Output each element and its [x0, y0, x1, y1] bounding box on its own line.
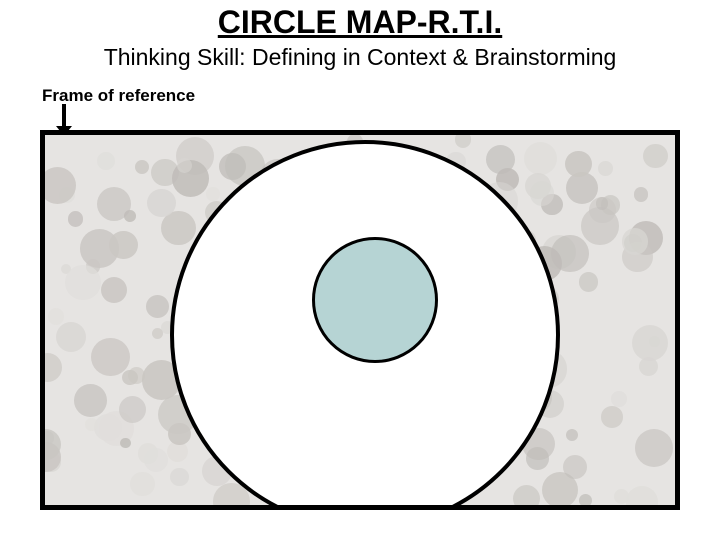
marble-texture-dot: [632, 325, 668, 361]
marble-texture-dot: [99, 411, 133, 445]
marble-texture-dot: [147, 189, 175, 217]
marble-texture-dot: [146, 295, 169, 318]
marble-texture-dot: [94, 414, 121, 441]
marble-texture-dot: [97, 152, 115, 170]
marble-texture-dot: [91, 338, 130, 377]
marble-texture-dot: [598, 161, 613, 176]
marble-texture-dot: [563, 455, 587, 479]
marble-texture-dot: [124, 210, 136, 222]
marble-texture-dot: [109, 231, 138, 260]
marble-texture-dot: [526, 447, 549, 470]
marble-texture-dot: [581, 207, 619, 245]
marble-texture-dot: [611, 391, 627, 407]
marble-texture-dot: [122, 370, 137, 385]
marble-texture-dot: [206, 187, 219, 200]
marble-texture-dot: [168, 423, 190, 445]
marble-texture-dot: [40, 442, 61, 472]
marble-texture-dot: [579, 272, 599, 292]
marble-texture-dot: [601, 195, 621, 215]
marble-texture-dot: [41, 431, 54, 444]
marble-texture-dot: [85, 418, 97, 430]
page-title: CIRCLE MAP-R.T.I.: [0, 4, 720, 41]
marble-texture-dot: [61, 264, 71, 274]
marble-texture-dot: [40, 353, 62, 382]
inner-circle: [312, 237, 438, 363]
marble-texture-dot: [639, 357, 658, 376]
marble-texture-dot: [629, 221, 663, 255]
marble-texture-dot: [177, 158, 192, 173]
marble-texture-dot: [551, 235, 589, 273]
marble-texture-dot: [135, 160, 149, 174]
marble-texture-dot: [566, 172, 598, 204]
marble-texture-dot: [120, 438, 130, 448]
marble-texture-dot: [542, 235, 576, 269]
marble-texture-dot: [530, 181, 554, 205]
marble-texture-dot: [596, 197, 608, 209]
marble-texture-dot: [80, 229, 119, 268]
marble-texture-dot: [622, 242, 653, 273]
marble-texture-dot: [566, 429, 578, 441]
marble-texture-dot: [643, 144, 668, 169]
marble-texture-dot: [56, 322, 86, 352]
marble-texture-dot: [542, 472, 579, 509]
marble-texture-dot: [40, 429, 61, 460]
marble-texture-dot: [40, 167, 76, 204]
marble-texture-dot: [172, 160, 209, 197]
circle-map-frame: [40, 130, 680, 510]
marble-texture-dot: [74, 384, 107, 417]
marble-texture-dot: [541, 194, 563, 216]
marble-texture-dot: [524, 142, 558, 176]
marble-texture-dot: [496, 168, 519, 191]
marble-texture-dot: [130, 472, 155, 497]
marble-texture-dot: [525, 173, 551, 199]
marble-texture-dot: [119, 396, 146, 423]
marble-texture-dot: [219, 153, 246, 180]
marble-texture-dot: [128, 367, 145, 384]
marble-texture-dot: [161, 211, 196, 246]
marble-texture-dot: [97, 187, 131, 221]
marble-texture-dot: [65, 265, 101, 301]
arrow-shaft: [62, 104, 66, 126]
marble-texture-dot: [601, 406, 622, 427]
marble-texture-dot: [144, 448, 168, 472]
marble-texture-dot: [41, 452, 61, 472]
marble-texture-dot: [48, 308, 65, 325]
marble-texture-dot: [634, 187, 649, 202]
page-root: CIRCLE MAP-R.T.I. Thinking Skill: Defini…: [0, 0, 720, 540]
marble-texture-dot: [152, 328, 163, 339]
frame-of-reference-label: Frame of reference: [42, 86, 195, 106]
marble-texture-dot: [59, 187, 75, 203]
marble-texture-dot: [151, 159, 178, 186]
marble-texture-dot: [622, 228, 649, 255]
marble-texture-dot: [138, 443, 158, 463]
marble-texture-dot: [589, 197, 616, 224]
marble-texture-dot: [614, 489, 630, 505]
marble-texture-dot: [486, 145, 515, 174]
marble-texture-dot: [649, 336, 660, 347]
marble-texture-dot: [170, 468, 188, 486]
marble-texture-dot: [101, 277, 127, 303]
marble-texture-dot: [624, 234, 642, 252]
marble-texture-dot: [86, 259, 100, 273]
page-subtitle: Thinking Skill: Defining in Context & Br…: [0, 44, 720, 71]
marble-texture-dot: [513, 485, 540, 510]
marble-texture-dot: [626, 486, 658, 510]
marble-texture-dot: [167, 441, 188, 462]
marble-texture-dot: [635, 429, 673, 467]
marble-texture-dot: [565, 151, 591, 177]
marble-texture-dot: [176, 137, 214, 175]
marble-texture-dot: [68, 211, 84, 227]
marble-texture-dot: [579, 494, 592, 507]
marble-texture-dot: [455, 131, 472, 148]
